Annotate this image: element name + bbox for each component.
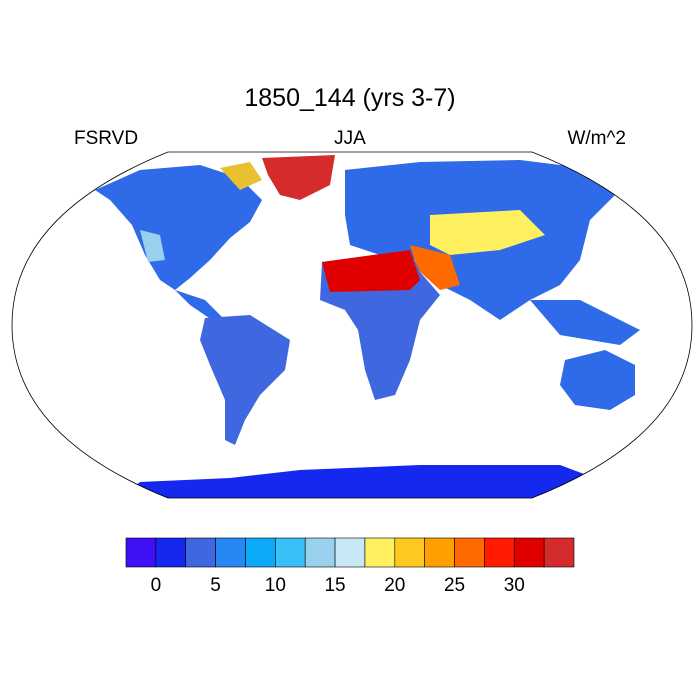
colorbar-tick-label: 15 (324, 575, 346, 596)
center-string: JJA (334, 128, 366, 149)
colorbar-tick-label: 5 (210, 575, 221, 596)
colorbar-box (185, 537, 216, 568)
field-mid (140, 230, 165, 262)
australia (560, 350, 635, 410)
greenland (262, 155, 335, 200)
right-string: W/m^2 (567, 128, 626, 149)
colorbar-tick-label: 30 (503, 575, 525, 596)
colorbar-box (424, 537, 455, 568)
land-fields (95, 155, 640, 498)
antarctica (120, 465, 600, 498)
colorbar-tick-label: 0 (150, 575, 162, 596)
colorbar-tick-label: 20 (384, 575, 406, 596)
field-sahara (322, 250, 420, 292)
field-high (220, 162, 262, 190)
colorbar-tick-label: 25 (443, 575, 466, 596)
colorbar-box (364, 537, 396, 568)
colorbar-box (275, 537, 306, 568)
field-arabia (410, 245, 460, 290)
left-string: FSRVD (74, 128, 139, 149)
colorbar-box (394, 537, 425, 568)
colorbar-tick-label: 10 (264, 575, 286, 596)
colorbar-box (125, 537, 157, 568)
colorbar (125, 537, 575, 568)
plot-title: 1850_144 (yrs 3-7) (244, 84, 456, 112)
southeast-asia (530, 300, 640, 345)
colorbar-box (334, 537, 366, 568)
central-america (175, 290, 225, 322)
colorbar-box (484, 537, 515, 568)
north-america (95, 165, 262, 290)
south-america (200, 315, 290, 445)
colorbar-box (543, 537, 575, 568)
colorbar-box (513, 537, 545, 568)
colorbar-box (155, 537, 187, 568)
colorbar-box (215, 537, 246, 568)
colorbar-box (304, 537, 336, 568)
field-asia-high (430, 210, 545, 255)
colorbar-box (245, 537, 276, 568)
map-outline (11, 151, 693, 499)
colorbar-box (454, 537, 485, 568)
